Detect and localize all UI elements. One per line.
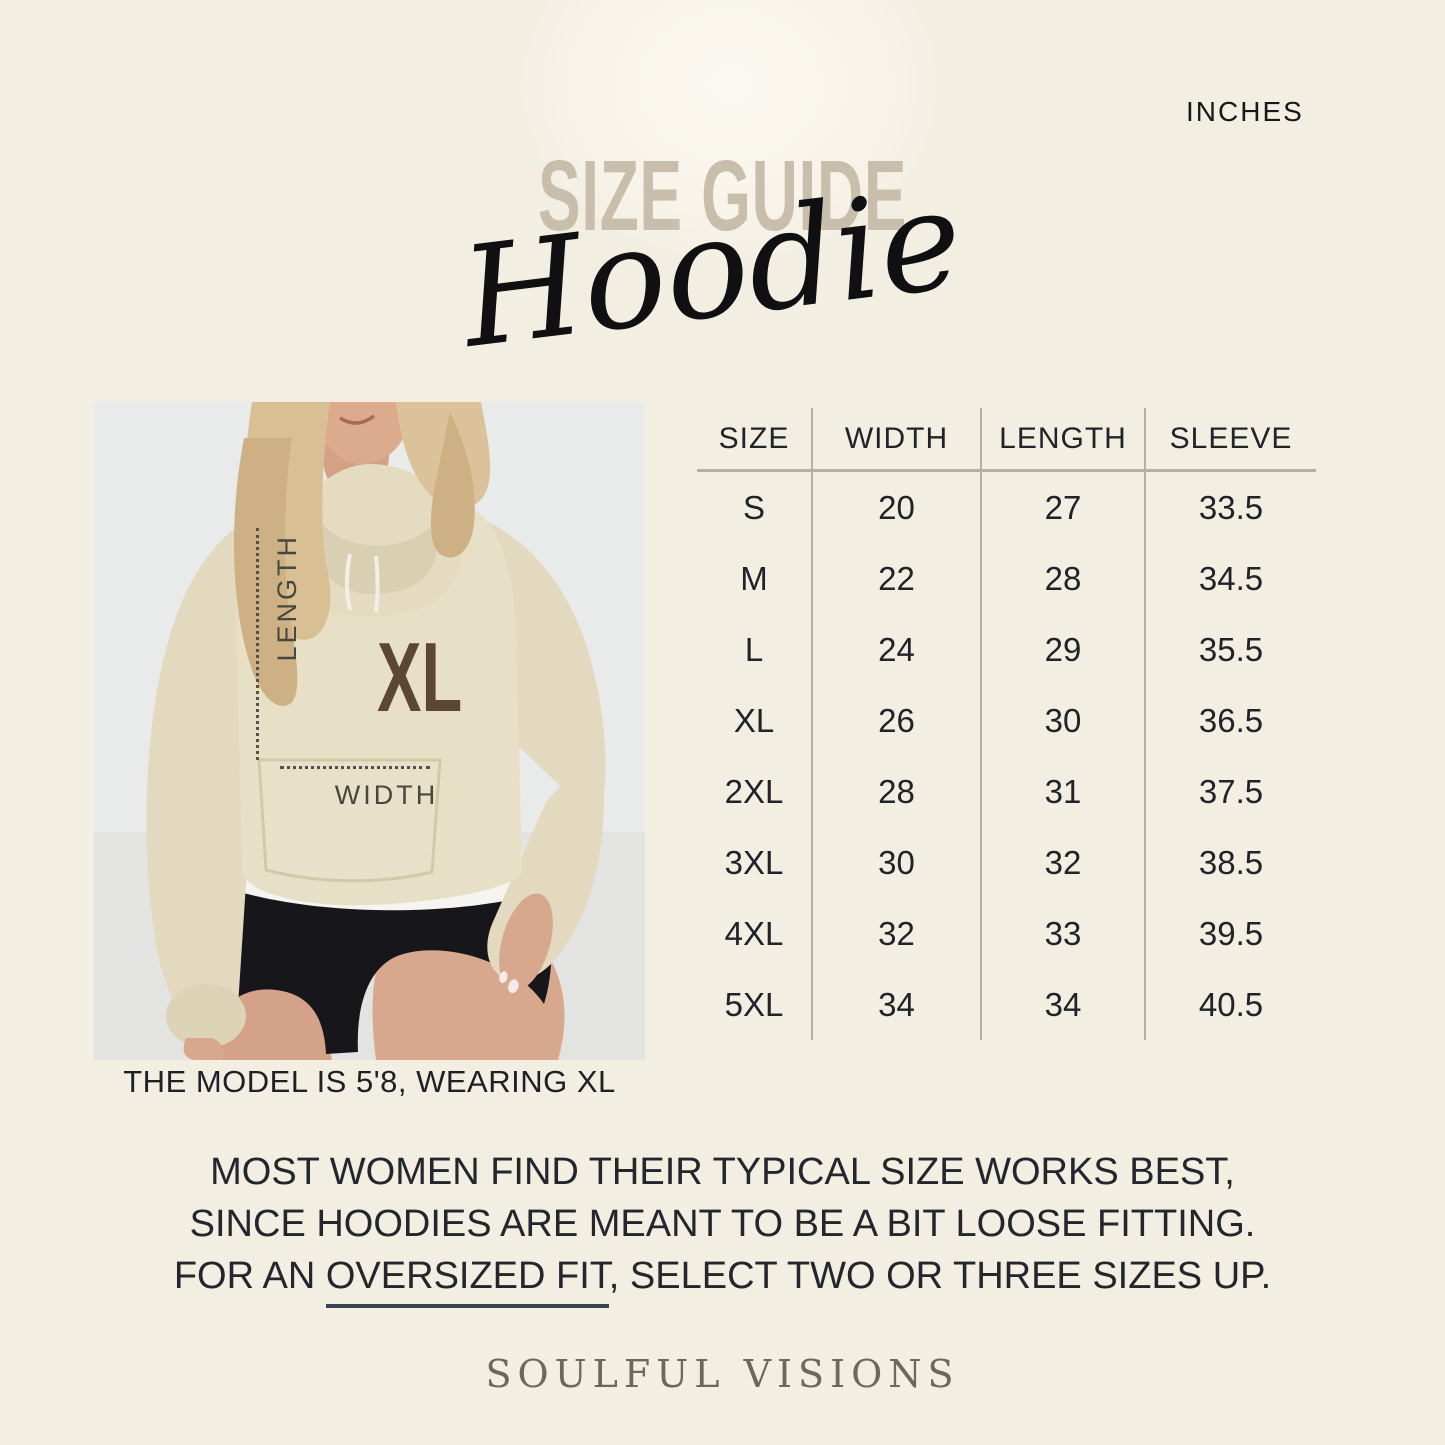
table-cell: 3XL	[697, 827, 813, 898]
fit-note-line-2: SINCE HOODIES ARE MEANT TO BE A BIT LOOS…	[189, 1203, 1256, 1245]
table-cell: 28	[982, 543, 1146, 614]
fit-note-line-3: FOR AN OVERSIZED FIT, SELECT TWO OR THRE…	[0, 1250, 1445, 1308]
fit-note-line-3-suffix: , SELECT TWO OR THREE SIZES UP.	[608, 1255, 1272, 1297]
table-cell: 33	[982, 898, 1146, 969]
table-header-cell: LENGTH	[982, 408, 1146, 472]
table-cell: 2XL	[697, 756, 813, 827]
model-size-tag: XL	[377, 622, 463, 732]
fit-note-line-3-prefix: FOR AN	[173, 1255, 326, 1297]
table-cell: 36.5	[1198, 701, 1264, 739]
table-cell: L	[697, 614, 813, 685]
units-label: INCHES	[1186, 96, 1304, 127]
table-cell: 26	[813, 685, 982, 756]
table-cell: 4XL	[697, 898, 813, 969]
table-header-cell: WIDTH	[813, 408, 982, 472]
table-cell: 5XL	[697, 969, 813, 1040]
width-axis-label: WIDTH	[334, 780, 439, 810]
fit-note-line-1: MOST WOMEN FIND THEIR TYPICAL SIZE WORKS…	[210, 1151, 1235, 1193]
model-photo-illustration	[94, 402, 645, 1060]
table-header-cell: SLEEVE	[1146, 408, 1316, 472]
table-cell: 20	[813, 472, 982, 543]
length-axis-label: LENGTH	[272, 534, 302, 662]
table-cell: 29	[982, 614, 1146, 685]
table-cell: 37.5	[1198, 772, 1264, 810]
table-cell: 34.5	[1198, 559, 1264, 597]
table-cell: 40.5	[1198, 985, 1264, 1023]
table-cell: 30	[813, 827, 982, 898]
table-cell: XL	[697, 685, 813, 756]
size-table: SIZE WIDTH LENGTH SLEEVE S 20 27 33.5 M 22 28 34.5 L…	[697, 408, 1316, 1040]
width-measure-line	[280, 766, 430, 769]
table-cell: 28	[813, 756, 982, 827]
table-cell: 24	[813, 614, 982, 685]
table-cell: 34	[813, 969, 982, 1040]
model-caption: THE MODEL IS 5'8, WEARING XL	[123, 1064, 616, 1099]
table-cell: 39.5	[1198, 914, 1264, 952]
table-cell: S	[697, 472, 813, 543]
fit-note: MOST WOMEN FIND THEIR TYPICAL SIZE WORKS…	[0, 1146, 1445, 1308]
table-cell: 32	[982, 827, 1146, 898]
page-title: SIZE GUIDE	[537, 140, 908, 252]
table-cell: 32	[813, 898, 982, 969]
table-header-cell: SIZE	[697, 408, 813, 472]
table-cell: 22	[813, 543, 982, 614]
table-cell: 34	[982, 969, 1146, 1040]
table-cell: 35.5	[1198, 630, 1264, 668]
table-cell: 33.5	[1198, 488, 1264, 526]
table-cell: 31	[982, 756, 1146, 827]
table-cell: 30	[982, 685, 1146, 756]
table-cell: M	[697, 543, 813, 614]
oversized-fit-underlined-text: OVERSIZED FIT	[325, 1255, 609, 1308]
length-measure-line	[256, 528, 259, 760]
table-cell: 38.5	[1198, 843, 1264, 881]
table-cell: 27	[982, 472, 1146, 543]
brand-wordmark: SOULFUL VISIONS	[485, 1352, 960, 1396]
model-photo: LENGTH WIDTH XL	[94, 402, 645, 1060]
